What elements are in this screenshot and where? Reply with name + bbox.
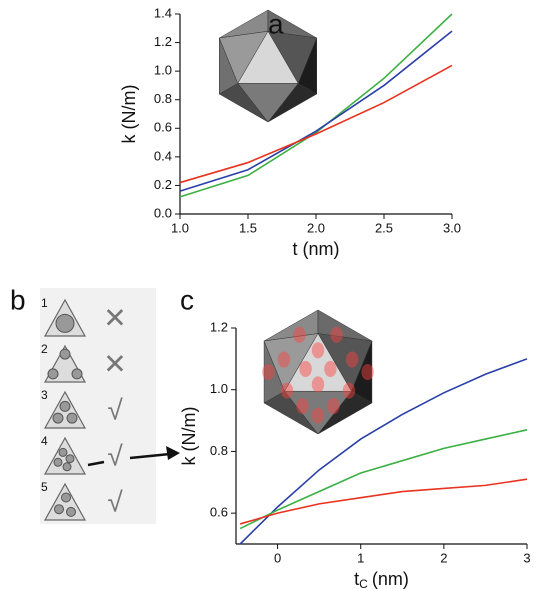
red-patch (296, 398, 309, 415)
y-tick-label: 0.4 (154, 148, 172, 163)
red-patch (345, 351, 359, 368)
arrow-line (87, 452, 171, 467)
red-patch (361, 363, 374, 381)
triangle-dot (66, 506, 76, 517)
item-number: 1 (41, 296, 48, 310)
icosahedron-face (284, 333, 352, 392)
red-patch (311, 376, 325, 393)
item-mark: ✕ (103, 302, 126, 333)
item-mark: √ (107, 440, 123, 471)
y-tick-label: 1.0 (210, 381, 228, 396)
triangle-dot (53, 457, 63, 467)
panel-b: 1 ✕ 2 ✕ 3 √ 4 √ 5 √ (41, 296, 127, 521)
red-patch (299, 360, 312, 377)
x-tick-label: 3 (523, 550, 530, 565)
red-patch (311, 407, 325, 424)
y-tick-label: 0.8 (154, 91, 172, 106)
y-tick-label: 1.2 (154, 34, 172, 49)
red-patch (327, 398, 340, 415)
y-axis-label: k (N/m) (179, 407, 199, 466)
item-mark: √ (107, 486, 123, 517)
series-line (239, 429, 528, 530)
y-tick-label: 0.6 (154, 120, 172, 135)
triangle-dot (55, 313, 75, 333)
series-line (179, 64, 453, 184)
y-tick-label: 0.6 (210, 505, 228, 520)
x-label-main: t (354, 569, 359, 589)
triangle-dot (66, 412, 78, 424)
red-patch (277, 351, 291, 368)
item-mark: √ (107, 394, 123, 425)
panel-label: c (180, 284, 194, 315)
x-label-main: t (nm) (293, 239, 340, 259)
x-tick-label: 2.0 (307, 220, 325, 235)
y-tick-label: 0.2 (154, 177, 172, 192)
triangle-dot (54, 504, 64, 515)
series-line (179, 13, 453, 198)
x-axis-label: tC (nm) (354, 569, 409, 589)
red-patch (293, 326, 306, 343)
triangle-dot (62, 462, 72, 472)
x-tick-label: 3.0 (443, 220, 461, 235)
red-patch (262, 363, 275, 381)
y-tick-label: 0.8 (210, 443, 228, 458)
panel-label: a (268, 8, 284, 39)
red-patch (280, 382, 294, 399)
item-number: 2 (41, 342, 48, 356)
x-tick-label: 0 (274, 550, 281, 565)
item-number: 3 (41, 388, 48, 402)
red-patch (311, 342, 325, 359)
panel-label: b (10, 284, 26, 315)
y-tick-label: 1.0 (154, 63, 172, 78)
red-patch (324, 360, 337, 377)
triangle-dot (61, 492, 71, 503)
x-axis-label: t (nm) (293, 239, 340, 259)
red-patch (342, 382, 356, 399)
y-tick-label: 0.0 (154, 205, 172, 220)
x-label-subscript: C (359, 577, 368, 589)
triangle-dot (59, 400, 71, 412)
red-patch (330, 326, 343, 343)
series-line (239, 358, 528, 545)
triangle-dot (47, 368, 59, 380)
x-tick-label: 2 (440, 550, 447, 565)
x-label-unit: (nm) (372, 569, 409, 589)
triangle-dot (58, 447, 68, 457)
icosahedron-face (237, 30, 299, 84)
triangle-dot (52, 412, 64, 424)
triangle-dot (71, 368, 83, 380)
item-number: 4 (41, 434, 48, 448)
x-tick-label: 2.5 (375, 220, 393, 235)
y-axis-label: k (N/m) (119, 85, 139, 144)
item-mark: ✕ (103, 348, 126, 379)
series-line (179, 30, 453, 192)
x-tick-label: 1.5 (239, 220, 257, 235)
item-number: 5 (41, 480, 48, 494)
arrow-head (166, 446, 180, 460)
triangle-dot (59, 348, 71, 360)
triangle-dot (65, 454, 75, 464)
x-tick-label: 1 (357, 550, 364, 565)
x-tick-label: 1.0 (171, 220, 189, 235)
series-line (239, 478, 528, 525)
y-tick-label: 1.4 (154, 5, 172, 20)
y-tick-label: 1.2 (210, 319, 228, 334)
